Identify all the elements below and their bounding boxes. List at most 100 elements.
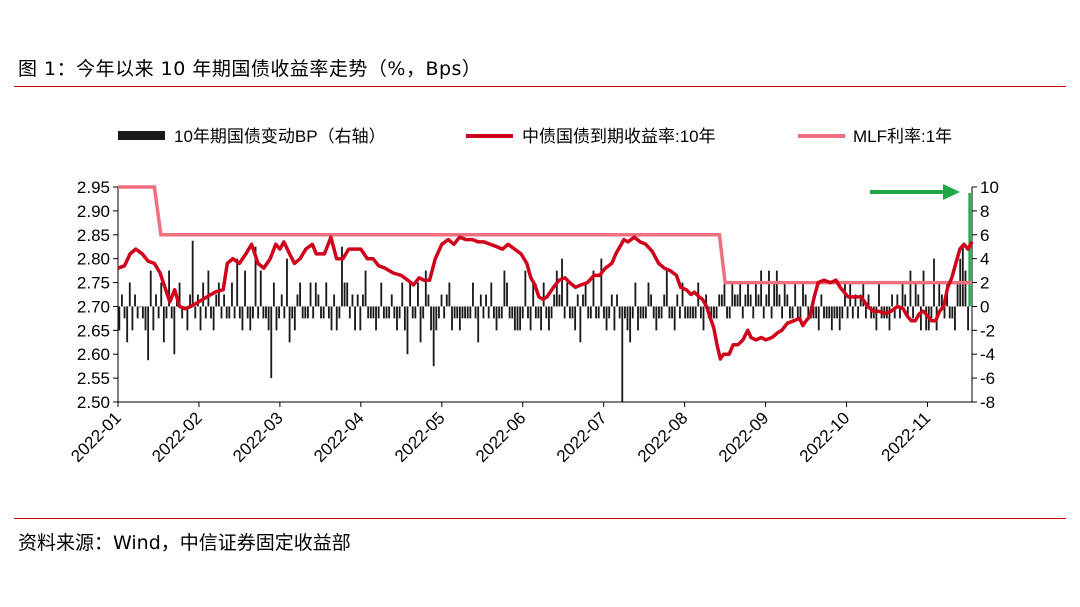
bp-bar (741, 306, 744, 319)
left-tick-label: 2.75 (77, 274, 110, 293)
left-tick-label: 2.70 (77, 297, 110, 316)
bp-bar (710, 306, 713, 319)
bp-bar (940, 294, 943, 307)
bp-bar (160, 282, 163, 307)
bp-bar (574, 306, 577, 331)
bp-bar (299, 282, 301, 307)
bp-bar (904, 294, 907, 307)
mlf-rate-line (118, 185, 972, 285)
x-tick-label: 2022-11 (878, 408, 935, 465)
bp-bar (362, 294, 364, 307)
bp-bar (867, 294, 870, 307)
x-axis: 2022-01 2022-02 2022-03 2022-04 2022-05 2022-… (67, 401, 972, 466)
bp-bar (401, 282, 404, 307)
bp-bar (231, 282, 233, 307)
bp-bar (414, 306, 417, 319)
bp-bar (482, 306, 485, 319)
bp-bar (157, 306, 160, 319)
bp-bar (796, 306, 799, 319)
bp-bar (891, 294, 894, 307)
bp-bar (301, 306, 304, 319)
bp-bar (341, 246, 343, 307)
left-axis: 2.95 2.90 2.85 2.80 2.75 2.70 2.65 2.60 2.55 2.50 (77, 178, 119, 412)
bp-bar (799, 306, 802, 319)
bp-bar (757, 294, 760, 307)
bp-bar (225, 306, 228, 319)
bp-bar (825, 306, 828, 319)
bp-bar (901, 282, 904, 307)
bp-bar (335, 306, 338, 331)
bp-bar (364, 270, 367, 307)
bp-bar (369, 306, 372, 319)
bp-bar (422, 306, 425, 319)
bp-bar (542, 282, 545, 307)
right-tick-label: 2 (980, 274, 989, 293)
x-tick-label: 2022-01 (67, 408, 125, 466)
bp-bar (131, 306, 134, 331)
bp-bar (351, 294, 354, 307)
bp-bar (524, 270, 527, 307)
bp-bar (587, 306, 590, 319)
bp-bar (909, 270, 912, 307)
bp-bar (283, 306, 286, 319)
bp-bar (327, 306, 330, 319)
bp-bar (781, 306, 783, 319)
bp-bar (309, 282, 312, 307)
bp-bar (734, 294, 736, 307)
bp-bar (443, 306, 446, 319)
bp-bar (579, 306, 582, 343)
right-tick-label: -8 (980, 393, 995, 412)
bp-bar (851, 306, 854, 319)
bp-bar (823, 306, 825, 319)
bp-bar (943, 306, 946, 319)
bp-bar (922, 270, 925, 307)
left-tick-label: 2.85 (77, 226, 110, 245)
bp-bar (529, 306, 532, 331)
bp-bar (817, 306, 820, 331)
bp-bar (396, 306, 398, 331)
legend-label-bars: 10年期国债变动BP（右轴） (174, 127, 386, 146)
bp-bar (621, 306, 624, 402)
legend-label-mlf: MLF利率:1年 (853, 127, 952, 146)
bp-bar (728, 306, 731, 319)
bp-bar (744, 294, 747, 307)
bp-bar (246, 306, 249, 319)
bp-bar (241, 306, 244, 331)
bp-bar (778, 294, 781, 307)
bp-bar (561, 258, 563, 307)
left-tick-label: 2.50 (77, 393, 110, 412)
bp-bar (652, 306, 655, 319)
bp-bar (136, 306, 139, 319)
bp-bar (857, 306, 859, 319)
bp-bar (380, 282, 383, 307)
left-tick-label: 2.80 (77, 250, 110, 269)
bp-bar (699, 306, 702, 319)
bp-bar (139, 306, 142, 308)
bp-bar (406, 306, 409, 355)
bp-bar (390, 294, 393, 307)
bp-bar (893, 306, 896, 319)
bp-bar (553, 294, 556, 307)
bp-bar (694, 306, 697, 319)
bp-bar (702, 306, 705, 331)
bp-bar (595, 306, 597, 319)
bp-bar (555, 270, 558, 307)
bp-bar (849, 282, 852, 307)
bp-bar (236, 258, 239, 307)
bp-bar (956, 282, 959, 307)
bp-bar (317, 294, 320, 307)
bp-bar (731, 282, 734, 307)
bp-bar (681, 282, 684, 307)
bp-bar (128, 282, 131, 307)
bp-bar (639, 306, 642, 319)
bp-bar (610, 294, 613, 307)
bp-bar (254, 246, 257, 307)
bp-bar (584, 282, 587, 307)
chart-legend: 10年期国债变动BP（右轴） 中债国债到期收益率:10年 MLF利率:1年 (118, 127, 952, 146)
bp-bar (123, 306, 126, 319)
bp-bar (170, 306, 173, 319)
bp-bar (487, 306, 490, 319)
bp-bar (212, 306, 215, 331)
bp-bar (479, 294, 482, 307)
